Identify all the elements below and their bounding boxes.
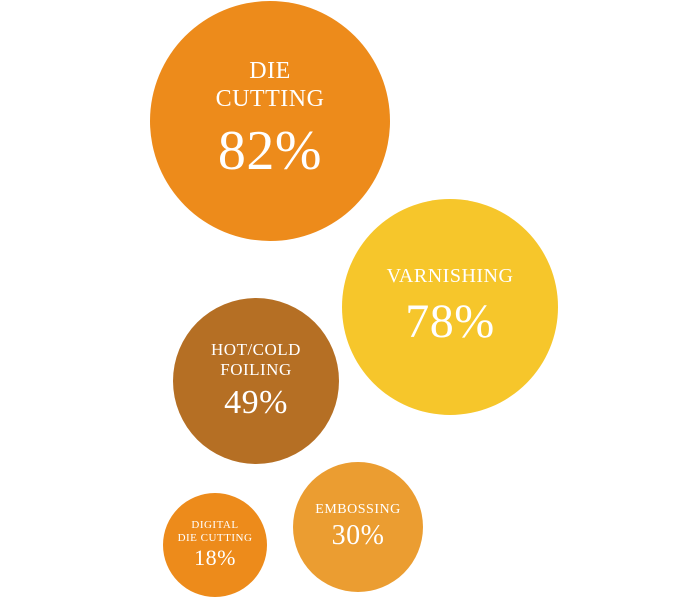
bubble-value: 18% bbox=[194, 545, 236, 570]
bubble-label: DIE CUTTING bbox=[216, 58, 325, 113]
bubble-digital-die-cutting: DIGITAL DIE CUTTING 18% bbox=[163, 493, 267, 597]
bubble-label: VARNISHING bbox=[387, 265, 514, 288]
bubble-value: 30% bbox=[332, 520, 385, 552]
bubble-varnishing: VARNISHING 78% bbox=[342, 199, 558, 415]
bubble-chart: DIE CUTTING 82% VARNISHING 78% HOT/COLD … bbox=[0, 0, 680, 612]
bubble-label: EMBOSSING bbox=[315, 502, 400, 518]
bubble-label: DIGITAL DIE CUTTING bbox=[178, 519, 253, 544]
bubble-embossing: EMBOSSING 30% bbox=[293, 462, 423, 592]
bubble-value: 49% bbox=[224, 383, 288, 422]
bubble-die-cutting: DIE CUTTING 82% bbox=[150, 1, 390, 241]
bubble-label: HOT/COLD FOILING bbox=[211, 340, 301, 379]
bubble-value: 78% bbox=[405, 294, 494, 349]
bubble-hot-cold-foiling: HOT/COLD FOILING 49% bbox=[173, 298, 339, 464]
bubble-value: 82% bbox=[218, 119, 322, 183]
